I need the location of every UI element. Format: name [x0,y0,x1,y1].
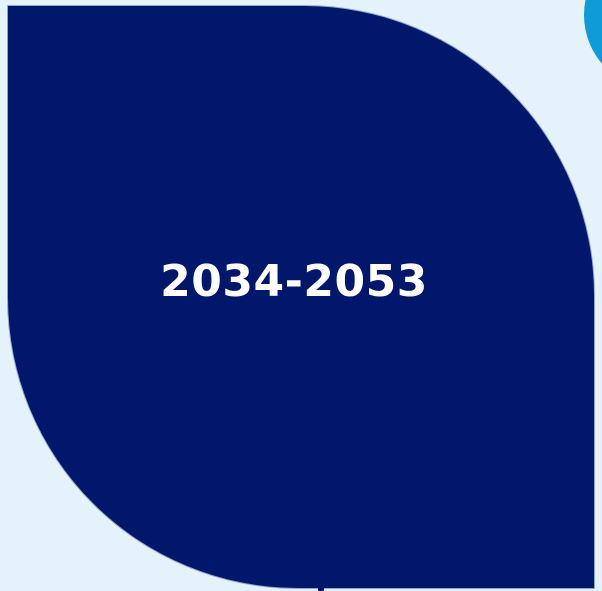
period-range-label: 2034-2053 [160,256,428,307]
pointer-tick [318,583,324,591]
accent-circle [584,0,602,90]
leaf-shape [8,6,594,588]
